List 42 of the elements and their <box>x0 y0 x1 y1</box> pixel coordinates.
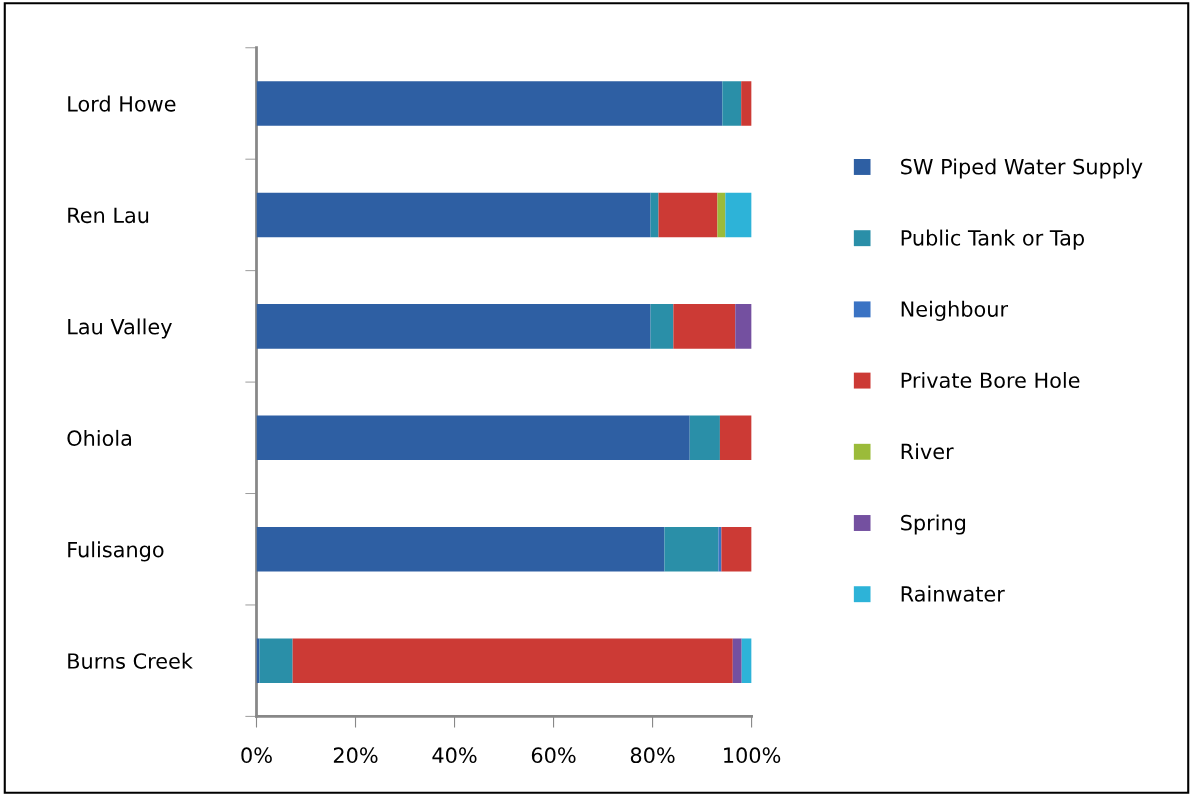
bar <box>725 192 752 238</box>
legend-label: Public Tank or Tap <box>901 229 1084 250</box>
bar <box>741 638 752 683</box>
bar <box>719 415 752 461</box>
bar <box>259 638 293 683</box>
y-tick-label: Ren Lau <box>68 207 149 224</box>
legend-label: Private Bore Hole <box>901 372 1080 389</box>
bar <box>741 81 752 126</box>
x-tick-label: 80% <box>630 747 675 764</box>
bar <box>650 192 659 238</box>
y-tick-label: Lord Howe <box>68 95 176 112</box>
legend-label: Spring <box>901 514 966 535</box>
x-tick-label: 0% <box>241 747 272 764</box>
y-tick-label: Burns Creek <box>68 652 193 669</box>
x-tick-label: 20% <box>333 747 378 764</box>
bar <box>673 304 736 349</box>
y-tick-label: Fulisango <box>68 541 164 562</box>
legend-label: Rainwater <box>901 585 1005 602</box>
bar <box>650 304 674 349</box>
bar <box>732 638 742 683</box>
bar <box>256 415 690 461</box>
bar <box>292 638 733 683</box>
bar <box>256 192 651 238</box>
bar <box>664 526 719 572</box>
bar <box>735 304 752 349</box>
y-tick-label: Ohiola <box>67 429 132 447</box>
bar <box>256 81 723 126</box>
x-tick-label: 60% <box>531 747 576 764</box>
bar <box>256 304 651 349</box>
bar <box>722 81 742 126</box>
bar <box>721 526 752 572</box>
bar <box>717 192 726 238</box>
x-tick-label: 40% <box>432 747 477 764</box>
legend-label: Neighbour <box>901 300 1009 321</box>
bar <box>718 526 722 572</box>
bar <box>256 526 665 572</box>
bar <box>658 192 718 238</box>
x-tick-label: 100% <box>724 747 781 764</box>
legend-label: SW Piped Water Supply <box>901 158 1143 179</box>
legend-label: River <box>901 443 954 460</box>
bar <box>689 415 720 461</box>
y-tick-label: Lau Valley <box>68 318 172 339</box>
